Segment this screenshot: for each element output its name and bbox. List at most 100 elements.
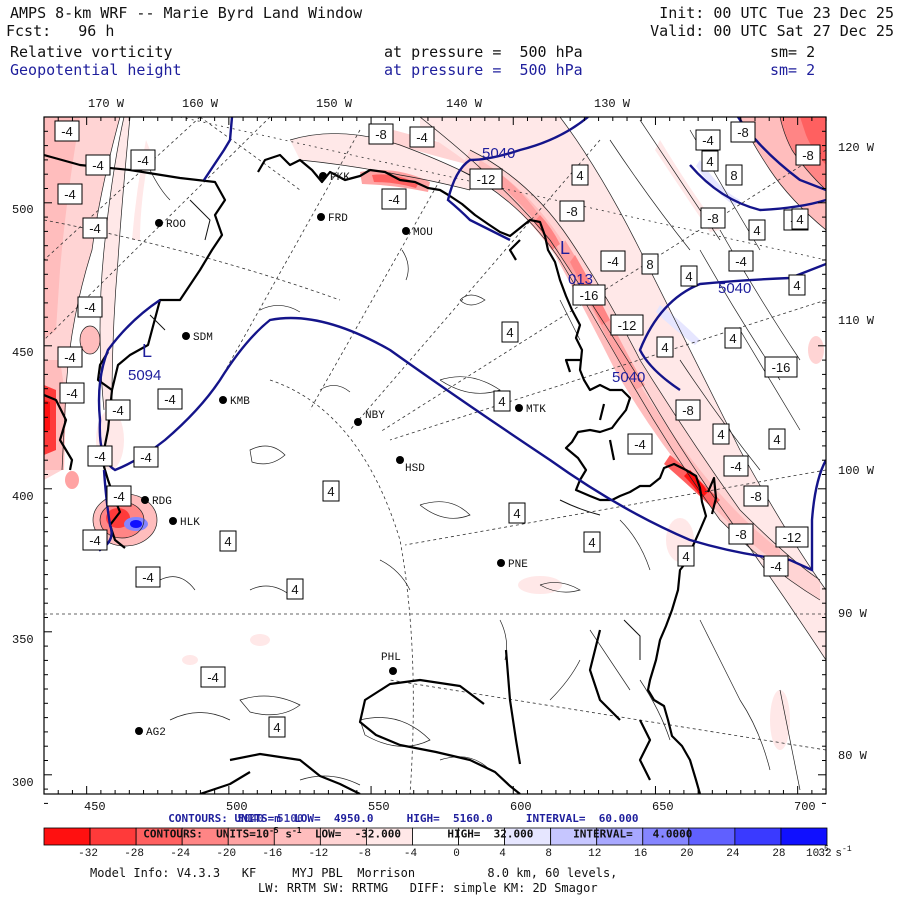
vorticity-label: -4 xyxy=(133,446,159,468)
svg-text:PHL: PHL xyxy=(381,652,401,664)
vorticity-label: -4 xyxy=(381,188,407,210)
svg-text:-16: -16 xyxy=(772,360,791,375)
vorticity-label: -4 xyxy=(57,346,83,368)
vorticity-label: 4 xyxy=(768,428,786,450)
svg-text:4: 4 xyxy=(753,223,760,238)
vorticity-label: -12 xyxy=(775,526,809,548)
station-frd: FRD xyxy=(317,213,348,225)
svg-text:4: 4 xyxy=(291,582,298,597)
vorticity-label: 4 xyxy=(268,716,286,738)
low-symbol: L xyxy=(560,238,570,258)
y-tick-label: 350 xyxy=(12,633,34,647)
svg-text:4: 4 xyxy=(506,325,513,340)
svg-text:-4: -4 xyxy=(388,192,400,207)
svg-text:-4: -4 xyxy=(66,386,78,401)
top-longitude-label: 140 W xyxy=(446,97,483,111)
colorbar-tick-label: -32 xyxy=(78,848,98,860)
height-contour-overprint: 5040 5100 xyxy=(237,812,304,825)
y-tick-label: 450 xyxy=(12,346,34,360)
svg-text:-8: -8 xyxy=(802,148,814,163)
svg-text:4: 4 xyxy=(682,549,689,564)
low-symbol: L xyxy=(142,341,152,361)
svg-text:4: 4 xyxy=(793,278,800,293)
vorticity-label: -8 xyxy=(675,399,701,421)
vorticity-label: -12 xyxy=(469,168,503,190)
svg-text:4: 4 xyxy=(513,506,520,521)
y-tick-label: 500 xyxy=(12,203,34,217)
vorticity-label: 4 xyxy=(322,480,340,502)
station-ag2: AG2 xyxy=(135,727,166,739)
vorticity-label: -4 xyxy=(54,120,80,142)
svg-text:-4: -4 xyxy=(112,403,124,418)
svg-text:-4: -4 xyxy=(89,221,101,236)
svg-text:-4: -4 xyxy=(416,130,428,145)
station-hlk: HLK xyxy=(169,517,200,529)
colorbar-tick-label: -24 xyxy=(170,848,190,860)
svg-text:SDM: SDM xyxy=(193,332,213,344)
vorticity-label: 4 xyxy=(286,578,304,600)
field2-level: at pressure = 500 hPa xyxy=(384,61,583,79)
valid-time: Valid: 00 UTC Sat 27 Dec 25 xyxy=(650,22,894,40)
colorbar-tick-label: 24 xyxy=(726,848,740,860)
svg-text:-4: -4 xyxy=(634,437,646,452)
station-sdm: SDM xyxy=(182,332,213,344)
colorbar-swatch xyxy=(688,827,736,846)
vorticity-label: 4 xyxy=(724,327,742,349)
overlap-label: 013 xyxy=(568,271,593,288)
right-longitude-label: 120 W xyxy=(838,141,875,155)
svg-text:-4: -4 xyxy=(84,300,96,315)
y-tick-label: 300 xyxy=(12,776,34,790)
vorticity-label: 4 xyxy=(791,208,809,230)
x-tick-label: 500 xyxy=(226,800,248,814)
colorbar-tick-label: -4 xyxy=(404,848,418,860)
field1-level: at pressure = 500 hPa xyxy=(384,43,583,61)
svg-text:4: 4 xyxy=(773,432,780,447)
vorticity-label: 4 xyxy=(583,531,601,553)
x-tick-label: 700 xyxy=(794,800,816,814)
svg-text:-12: -12 xyxy=(618,318,637,333)
top-longitude-label: 130 W xyxy=(594,97,631,111)
map-title: AMPS 8-km WRF -- Marie Byrd Land Window xyxy=(10,4,363,22)
colorbar-tick-label: -16 xyxy=(262,848,282,860)
svg-text:KMB: KMB xyxy=(230,396,250,408)
colorbar xyxy=(43,827,828,846)
map-frame xyxy=(43,116,827,795)
svg-text:-4: -4 xyxy=(702,133,714,148)
vorticity-label: -4 xyxy=(59,382,85,404)
height-label: 5094 xyxy=(128,367,161,384)
colorbar-tick-label: 28 xyxy=(772,848,785,860)
vorticity-label: 4 xyxy=(680,265,698,287)
height-contour-info: CONTOURS: UNITS=m LOW= 4950.0 HIGH= 5160… xyxy=(168,812,639,825)
vorticity-label: -12 xyxy=(610,314,644,336)
station-roo: ROO xyxy=(155,219,186,231)
vorticity-label: -4 xyxy=(723,455,749,477)
vorticity-label: -4 xyxy=(106,485,132,507)
vorticity-label: -8 xyxy=(368,123,394,145)
station-mou: MOU xyxy=(402,227,433,239)
vorticity-label: -4 xyxy=(57,183,83,205)
station-pne: PNE xyxy=(497,559,528,571)
svg-text:-4: -4 xyxy=(61,124,73,139)
model-info-line1: Model Info: V4.3.3 KF MYJ PBL Morrison 8… xyxy=(90,866,618,880)
right-longitude-label: 110 W xyxy=(838,314,875,328)
vorticity-contours xyxy=(61,117,826,791)
svg-text:PNE: PNE xyxy=(508,559,528,571)
vorticity-label: -4 xyxy=(82,217,108,239)
svg-text:AG2: AG2 xyxy=(146,727,166,739)
top-longitude-label: 160 W xyxy=(182,97,219,111)
vorticity-contour-info: CONTOURS: UNITS=10-5 s-1 LOW= -32.000 HI… xyxy=(143,826,693,841)
height-label: 5040 xyxy=(612,369,645,386)
vorticity-label: 4 xyxy=(508,502,526,524)
vorticity-label: 4 xyxy=(701,150,719,172)
colorbar-tick-label: 4 xyxy=(499,848,506,860)
vorticity-label: -4 xyxy=(409,126,435,148)
colorbar-swatch xyxy=(734,827,782,846)
vorticity-label: -4 xyxy=(763,555,789,577)
right-longitude-label: 100 W xyxy=(838,464,875,478)
svg-text:4: 4 xyxy=(576,168,583,183)
svg-text:HLK: HLK xyxy=(180,517,200,529)
svg-text:4: 4 xyxy=(685,269,692,284)
height-label: 5040 xyxy=(718,280,751,297)
x-tick-label: 600 xyxy=(510,800,532,814)
vorticity-label: -4 xyxy=(627,433,653,455)
